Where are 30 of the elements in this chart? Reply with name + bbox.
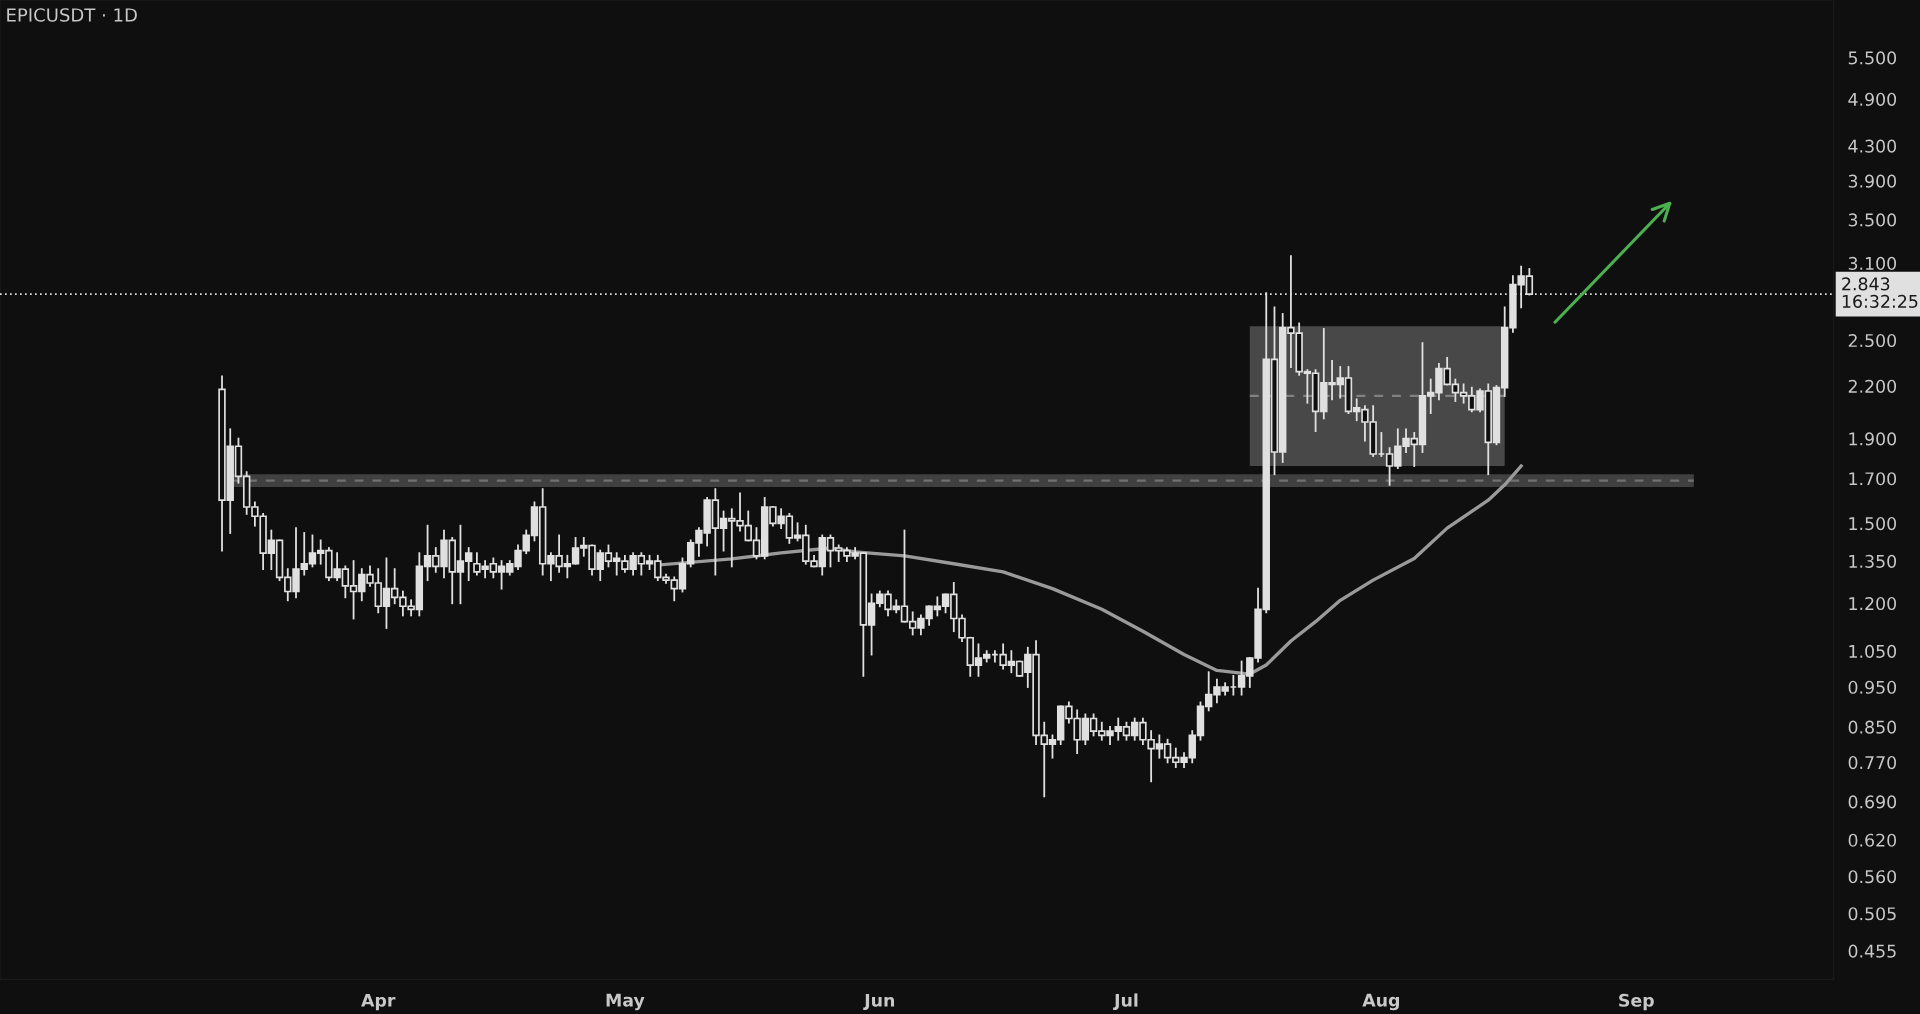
y-tick-label: 0.505: [1848, 907, 1896, 921]
y-tick-label: 2.500: [1848, 333, 1897, 348]
x-tick-label: Aug: [1362, 993, 1400, 1011]
y-tick-label: 4.900: [1848, 92, 1897, 106]
y-tick-label: 0.690: [1848, 795, 1897, 809]
ref-line-label: 2.843 16:32:25: [1842, 277, 1918, 308]
y-tick-label: 0.950: [1848, 680, 1897, 694]
y-tick-label: 3.900: [1848, 174, 1897, 188]
y-tick-label: 1.500: [1849, 517, 1897, 531]
y-tick-label: 4.300: [1848, 139, 1897, 153]
y-tick-label: 0.850: [1848, 720, 1897, 734]
y-tick-label: 1.700: [1849, 472, 1897, 486]
y-tick-label: 3.500: [1848, 213, 1897, 227]
x-tick-label: Jul: [1113, 993, 1138, 1011]
y-tick-label: 1.350: [1849, 554, 1897, 568]
y-tick-label: 0.620: [1848, 833, 1897, 847]
y-tick-label: 0.455: [1848, 944, 1896, 958]
x-tick-label: Apr: [361, 993, 396, 1011]
y-tick-label: 1.900: [1849, 432, 1897, 446]
y-tick-label: 0.560: [1848, 870, 1897, 884]
y-tick-label: 3.100: [1848, 256, 1897, 270]
x-tick-label: May: [606, 993, 645, 1011]
y-tick-label: 1.200: [1849, 596, 1897, 611]
chart-title: EPICUSDT · 1D: [7, 8, 137, 22]
y-tick-label: 5.500: [1848, 51, 1897, 65]
x-tick-label: Sep: [1619, 993, 1654, 1011]
y-tick-label: 1.050: [1849, 644, 1897, 658]
y-tick-label: 0.770: [1848, 756, 1897, 770]
x-tick-label: Jun: [863, 993, 895, 1011]
y-tick-label: 2.200: [1848, 379, 1897, 393]
